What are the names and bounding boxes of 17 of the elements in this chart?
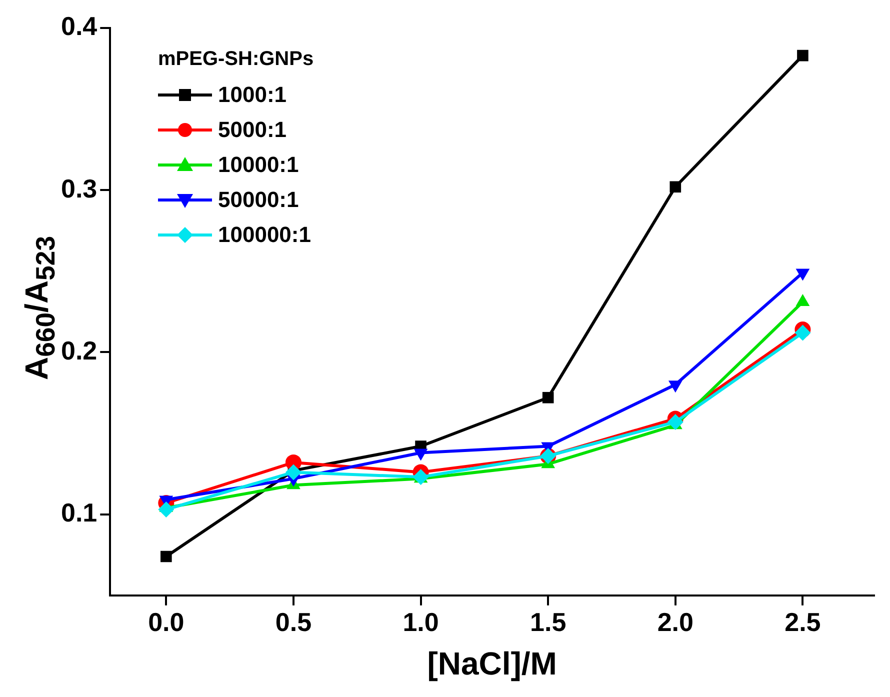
x-tick-label: 1.0 [402,607,439,638]
legend-title: mPEG-SH:GNPs [158,48,314,71]
x-tick-label: 2.5 [784,607,821,638]
x-tick-label: 2.0 [657,607,694,638]
y-tick-label: 0.4 [60,11,98,42]
legend-label: 50000:1 [218,186,299,212]
legend-label: 100000:1 [218,222,311,248]
x-axis-title: [NaCl]/M [427,646,557,682]
legend-label: 5000:1 [218,116,287,142]
y-tick-label: 0.1 [60,498,98,528]
x-tick-label: 0.0 [148,607,184,638]
x-tick-label: 0.5 [275,607,312,638]
legend-label: 10000:1 [218,152,299,178]
y-tick-label: 0.3 [60,173,98,204]
x-tick-label: 1.5 [530,607,566,638]
legend-label: 1000:1 [218,82,287,108]
y-tick-label: 0.2 [60,335,98,366]
